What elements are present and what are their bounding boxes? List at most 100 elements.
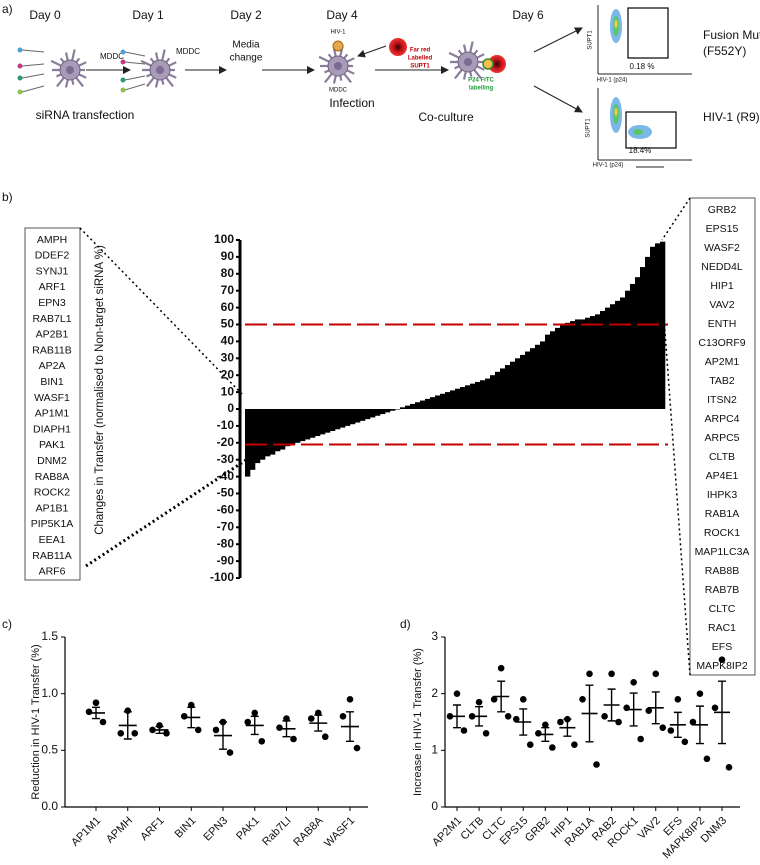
bar	[540, 341, 546, 409]
gene-name: DDEF2	[35, 250, 70, 262]
data-point	[535, 730, 542, 737]
y-tick-label: 0	[227, 401, 234, 415]
panel-label: b)	[2, 190, 13, 204]
bar	[490, 375, 496, 409]
y-tick-label: 20	[221, 367, 235, 381]
gate-percent: 0.18 %	[630, 62, 655, 71]
data-point	[163, 730, 170, 737]
data-point	[131, 730, 139, 737]
step-label: Labelled	[408, 56, 433, 62]
bar	[480, 380, 486, 409]
x-tick-label: VAV2	[636, 815, 663, 842]
bar	[355, 409, 361, 423]
bar	[390, 409, 396, 411]
bar	[460, 387, 466, 409]
y-tick-label: 100	[214, 232, 234, 246]
data-point	[615, 718, 622, 726]
y-tick-label: -50	[217, 486, 235, 500]
gene-name: ITSN2	[707, 394, 737, 406]
condition-label: HIV-1 (R9)	[703, 110, 760, 124]
gene-name: ENTH	[708, 318, 737, 330]
bar	[470, 383, 476, 409]
x-tick-label: EPN3	[201, 815, 230, 844]
data-point	[290, 735, 297, 743]
error-bar	[187, 706, 196, 729]
flow-axis-label: HIV-1 (p24)	[597, 78, 628, 84]
data-point	[85, 708, 93, 716]
bar	[300, 409, 306, 442]
data-point	[652, 670, 660, 678]
connector	[663, 317, 691, 676]
data-point	[497, 664, 505, 672]
data-point	[92, 699, 100, 707]
data-point	[504, 713, 512, 720]
data-point	[307, 715, 315, 722]
connector	[79, 227, 244, 396]
bar	[505, 365, 511, 409]
data-point	[194, 726, 202, 734]
gene-name: EFS	[712, 641, 732, 653]
data-point	[117, 730, 125, 737]
error-bar	[475, 706, 484, 727]
bar	[565, 322, 571, 409]
y-tick-label: -100	[210, 570, 234, 584]
gene-name: RAC1	[708, 622, 736, 634]
bar	[285, 409, 291, 447]
error-bar	[629, 692, 638, 727]
bar	[515, 358, 521, 409]
data-point	[460, 727, 468, 734]
gene-name: RAB7B	[705, 584, 739, 596]
bar	[280, 409, 286, 450]
bar	[485, 378, 491, 409]
bar	[525, 351, 531, 409]
y-tick-label: 0.5	[41, 743, 58, 757]
data-point	[549, 744, 556, 751]
y-tick-label: 0.0	[41, 799, 58, 813]
step-label: Far red	[410, 48, 431, 54]
bar	[370, 409, 376, 418]
data-point	[512, 715, 520, 723]
gene-name: ARPC5	[704, 432, 739, 444]
y-tick-label: 90	[221, 249, 235, 263]
y-tick-label: -20	[217, 435, 235, 449]
bar	[645, 256, 651, 409]
bar	[630, 283, 636, 409]
day-label: Day 2	[230, 8, 262, 22]
bar	[400, 407, 406, 409]
bar	[440, 393, 446, 409]
bar	[595, 314, 601, 409]
connector	[661, 197, 691, 241]
gene-name: VAV2	[709, 299, 734, 311]
bar	[410, 403, 416, 409]
data-point	[689, 718, 697, 726]
gene-name: ARF6	[39, 566, 66, 578]
y-tick-label: 10	[221, 384, 235, 398]
cell-nucleus	[464, 58, 472, 66]
sirna-dots	[17, 47, 126, 95]
error-bar	[497, 680, 506, 713]
bar	[475, 381, 481, 409]
error-bar	[314, 714, 323, 732]
bar	[350, 409, 356, 425]
data-point	[645, 707, 653, 714]
gene-name: EPN3	[38, 297, 66, 309]
y-tick-label: 1.0	[41, 686, 58, 700]
bar	[550, 331, 556, 409]
error-bar	[219, 721, 227, 750]
data-point	[711, 704, 719, 712]
bar	[600, 310, 606, 409]
x-tick-label: RAB8A	[291, 814, 325, 848]
x-tick-label: APMH	[104, 815, 135, 846]
step-label: SUPT1	[410, 64, 430, 70]
bar	[330, 409, 336, 431]
x-tick-label: AP1M1	[69, 815, 103, 849]
bar	[655, 243, 661, 409]
virus	[332, 40, 344, 52]
data-point	[226, 749, 234, 756]
flow-plot: 18.4% SUPT1 HIV-1 (p24)	[586, 88, 692, 169]
virus-label: HIV-1	[330, 30, 346, 36]
y-tick-label: 2	[431, 686, 438, 700]
x-tick-label: CLTB	[458, 815, 486, 843]
bar	[260, 409, 266, 460]
gene-name: RAB11A	[32, 550, 72, 562]
